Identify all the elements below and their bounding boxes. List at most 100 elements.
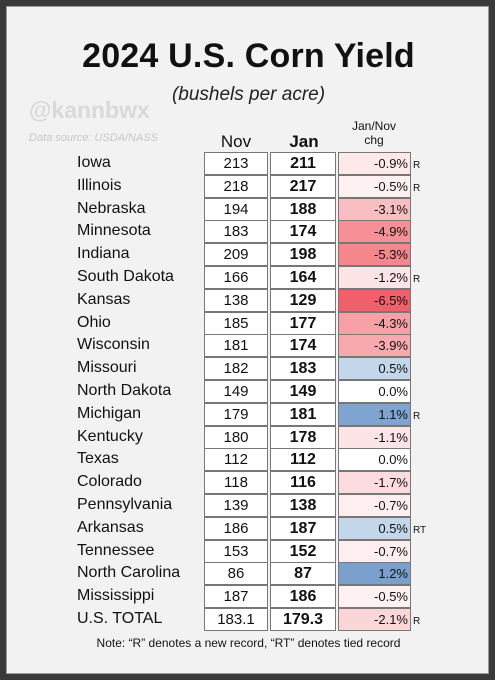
state-name: North Dakota — [77, 382, 172, 399]
change-cell: -1.7% — [338, 471, 411, 495]
record-flag: R — [413, 160, 421, 171]
data-source: Data source: USDA/NASS — [29, 132, 158, 144]
nov-yield-cell: 139 — [204, 494, 268, 517]
table-row: Colorado 118 116 -1.7% — [7, 471, 490, 495]
table-row: U.S. TOTAL 183.1 179.3 -2.1% R — [7, 608, 490, 631]
table-row: Pennsylvania 139 138 -0.7% — [7, 494, 490, 517]
nov-yield-cell: 218 — [204, 174, 268, 198]
table-row: Kentucky 180 178 -1.1% — [7, 425, 490, 449]
state-name: Ohio — [77, 313, 111, 331]
change-cell: 1.2% — [338, 562, 411, 586]
nov-yield-cell: 183 — [204, 220, 268, 244]
table-row: Nebraska 194 188 -3.1% — [7, 197, 490, 221]
jan-yield-cell: 87 — [270, 562, 336, 586]
state-name: Tennessee — [77, 541, 155, 559]
table-row: North Carolina 86 87 1.2% — [7, 562, 490, 586]
state-name: North Carolina — [77, 564, 181, 582]
jan-yield-cell: 178 — [270, 425, 336, 449]
column-header-change-line1: Jan/Nov — [351, 119, 397, 133]
state-name: U.S. TOTAL — [77, 610, 163, 627]
change-cell: -0.7% — [338, 539, 411, 563]
record-flag: RT — [413, 524, 427, 536]
footnote: Note: “R” denotes a new record, “RT” den… — [96, 636, 401, 650]
jan-yield-cell: 186 — [270, 585, 336, 609]
state-name: Missouri — [77, 359, 137, 377]
nov-yield-cell: 181 — [204, 334, 268, 358]
nov-yield-cell: 180 — [204, 425, 268, 449]
nov-yield-cell: 112 — [204, 448, 268, 472]
table-row: Kansas 138 129 -6.5% — [7, 288, 490, 312]
table-row: South Dakota 166 164 -1.2% R — [7, 266, 490, 289]
nov-yield-cell: 194 — [204, 197, 268, 221]
jan-yield-cell: 179.3 — [270, 608, 336, 631]
jan-yield-cell: 187 — [270, 516, 336, 540]
jan-yield-cell: 164 — [270, 266, 336, 289]
nov-yield-cell: 153 — [204, 539, 268, 563]
table-row: Texas 112 112 0.0% — [7, 448, 490, 472]
record-flag: R — [413, 410, 421, 422]
table-row: Missouri 182 183 0.5% — [7, 357, 490, 381]
watermark-handle: @kannbwx — [29, 97, 150, 123]
record-flag: R — [413, 274, 421, 285]
jan-yield-cell: 138 — [270, 494, 336, 517]
nov-yield-cell: 209 — [204, 243, 268, 267]
change-cell: 0.5% — [338, 357, 411, 381]
state-name: Wisconsin — [77, 336, 150, 354]
table-row: Wisconsin 181 174 -3.9% — [7, 334, 490, 358]
change-cell: -5.3% — [338, 243, 411, 267]
jan-yield-cell: 149 — [270, 380, 336, 403]
state-name: Pennsylvania — [77, 496, 173, 513]
nov-yield-cell: 185 — [204, 311, 268, 335]
change-cell: -4.3% — [338, 311, 411, 335]
nov-yield-cell: 179 — [204, 402, 268, 426]
change-cell: -4.9% — [338, 220, 411, 244]
jan-yield-cell: 174 — [270, 220, 336, 244]
table-row: Arkansas 186 187 0.5% RT — [7, 516, 490, 540]
change-cell: 0.5% — [338, 516, 411, 540]
card: 2024 U.S. Corn Yield (bushels per acre) … — [6, 6, 489, 674]
nov-yield-cell: 86 — [204, 562, 268, 586]
jan-yield-cell: 177 — [270, 311, 336, 335]
column-header-nov: Nov — [220, 132, 252, 151]
table-row: Minnesota 183 174 -4.9% — [7, 220, 490, 244]
change-cell: -2.1% — [338, 608, 411, 631]
nov-yield-cell: 187 — [204, 585, 268, 609]
change-cell: -0.5% — [338, 174, 411, 198]
change-cell: -3.9% — [338, 334, 411, 358]
state-name: Kentucky — [77, 427, 143, 445]
table-row: Iowa 213 211 -0.9% R — [7, 152, 490, 175]
change-cell: -0.9% — [338, 152, 411, 175]
table-row: Mississippi 187 186 -0.5% — [7, 585, 490, 609]
nov-yield-cell: 166 — [204, 266, 268, 289]
table-row: Illinois 218 217 -0.5% R — [7, 174, 490, 198]
jan-yield-cell: 183 — [270, 357, 336, 381]
nov-yield-cell: 118 — [204, 471, 268, 495]
table-row: Ohio 185 177 -4.3% — [7, 311, 490, 335]
jan-yield-cell: 181 — [270, 402, 336, 426]
column-header-change-line2: chg — [364, 133, 384, 147]
change-cell: -0.7% — [338, 494, 411, 517]
jan-yield-cell: 129 — [270, 288, 336, 312]
state-name: Kansas — [77, 290, 131, 308]
state-name: Minnesota — [77, 222, 151, 240]
jan-yield-cell: 112 — [270, 448, 336, 472]
jan-yield-cell: 211 — [270, 152, 336, 175]
record-flag: R — [413, 182, 421, 194]
change-cell: -3.1% — [338, 197, 411, 221]
state-name: Iowa — [77, 154, 111, 171]
column-header-jan: Jan — [289, 132, 319, 151]
jan-yield-cell: 116 — [270, 471, 336, 495]
table-row: Michigan 179 181 1.1% R — [7, 402, 490, 426]
page-subtitle: (bushels per acre) — [171, 84, 326, 105]
state-name: Texas — [77, 450, 119, 468]
jan-yield-cell: 198 — [270, 243, 336, 267]
change-cell: 0.0% — [338, 380, 411, 403]
nov-yield-cell: 186 — [204, 516, 268, 540]
jan-yield-cell: 217 — [270, 174, 336, 198]
change-cell: -1.2% — [338, 266, 411, 289]
state-name: Nebraska — [77, 199, 146, 217]
table-row: Tennessee 153 152 -0.7% — [7, 539, 490, 563]
change-cell: 0.0% — [338, 448, 411, 472]
change-cell: 1.1% — [338, 402, 411, 426]
table-row: Indiana 209 198 -5.3% — [7, 243, 490, 267]
